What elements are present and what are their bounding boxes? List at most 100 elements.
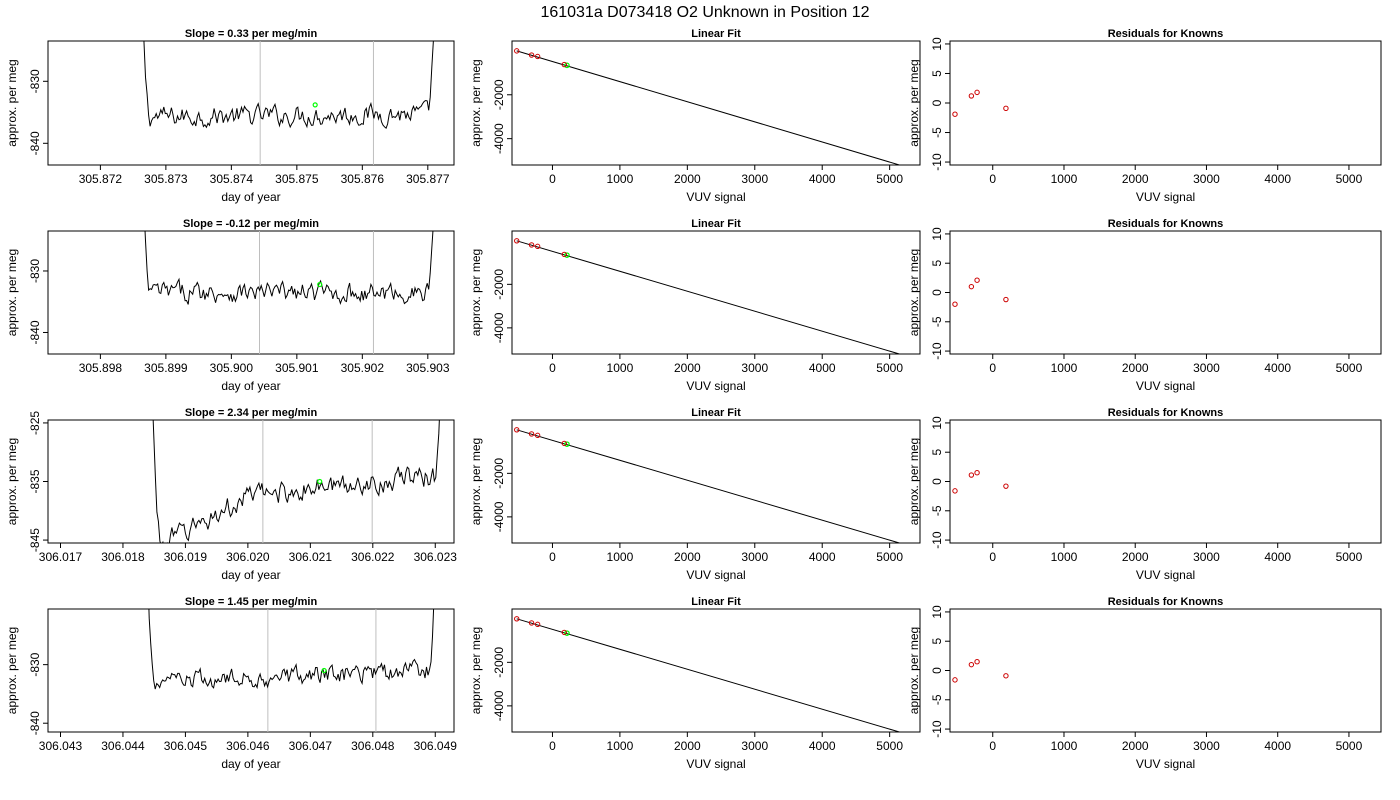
x-tick-label: 5000: [1336, 172, 1363, 186]
x-tick-label: 5000: [876, 361, 903, 375]
panel-title: Residuals for Knowns: [1108, 596, 1224, 608]
x-tick-label: 305.898: [79, 361, 123, 375]
known-point: [952, 677, 958, 683]
data-series-line: [143, 41, 434, 130]
panel-ts4: Slope = 1.45 per meg/min 306.043 306.044 30…: [5, 596, 458, 771]
unknown-point: [564, 441, 570, 447]
known-point: [561, 61, 567, 68]
known-point: [968, 661, 975, 668]
y-axis-label: approx. per meg: [5, 59, 19, 146]
y-tick-label: -4000: [492, 123, 506, 154]
figure-title: 161031a D073418 O2 Unknown in Position 1…: [540, 4, 869, 21]
plot-frame: [511, 230, 921, 355]
x-axis-label: VUV signal: [1136, 568, 1195, 582]
unknown-point: [564, 62, 570, 69]
known-point: [528, 431, 535, 437]
panel-title: Slope = 1.45 per meg/min: [185, 596, 318, 608]
plot-frame: [949, 230, 1382, 355]
data-series-line: [152, 420, 440, 543]
x-tick-label: 4000: [1264, 550, 1291, 564]
known-point: [1003, 296, 1009, 303]
x-tick-label: 2000: [1122, 550, 1149, 564]
x-tick-label: 306.046: [226, 739, 270, 753]
x-tick-label: 306.022: [351, 550, 395, 564]
panel-rs4: Residuals for Knowns 0 1000 2000 3000 4000 500…: [907, 596, 1382, 771]
plot-area: [952, 277, 1009, 307]
x-tick-label: 306.018: [101, 550, 145, 564]
panel-lf2: Linear Fit 0 1000 2000 3000 4000 5000 -2000 -400…: [469, 218, 921, 393]
known-point: [952, 488, 958, 494]
y-tick-label: 10: [930, 416, 944, 430]
known-point: [534, 432, 541, 439]
x-tick-label: 1000: [1051, 172, 1078, 186]
known-point: [1003, 483, 1009, 489]
known-point: [534, 53, 541, 60]
panel-ts3: Slope = 2.34 per meg/min 306.017 306.018 30…: [5, 407, 457, 582]
x-tick-label: 1000: [607, 739, 634, 753]
x-tick-label: 305.874: [210, 172, 254, 186]
plot-frame: [47, 230, 455, 355]
y-tick-label: -2000: [492, 79, 506, 110]
x-tick-label: 306.048: [351, 739, 395, 753]
y-tick-label: 10: [930, 37, 944, 51]
x-tick-label: 0: [989, 550, 996, 564]
unknown-sample-marker: [317, 281, 323, 288]
y-tick-label: -830: [28, 259, 42, 283]
y-tick-label: 5: [930, 70, 944, 77]
panel-title: Slope = 0.33 per meg/min: [185, 28, 318, 40]
y-tick-label: 10: [930, 605, 944, 619]
x-tick-label: 3000: [1193, 172, 1220, 186]
y-tick-label: 0: [930, 289, 944, 296]
x-tick-label: 306.044: [101, 739, 145, 753]
plot-area: [514, 48, 902, 165]
x-tick-label: 1000: [1051, 361, 1078, 375]
y-tick-label: 5: [930, 449, 944, 456]
x-tick-label: 4000: [809, 172, 836, 186]
x-tick-label: 3000: [741, 550, 768, 564]
x-tick-label: 4000: [1264, 172, 1291, 186]
x-tick-label: 306.019: [164, 550, 208, 564]
unknown-sample-marker: [321, 667, 327, 674]
x-axis-label: day of year: [221, 379, 280, 393]
x-tick-label: 306.043: [39, 739, 83, 753]
known-point: [528, 52, 535, 58]
data-series-line: [144, 231, 434, 306]
y-tick-label: -4000: [492, 690, 506, 721]
plot-frame: [949, 40, 1382, 166]
unknown-sample-marker: [312, 102, 318, 108]
y-axis-label: approx. per meg: [5, 249, 19, 336]
x-tick-label: 305.902: [341, 361, 385, 375]
y-tick-label: -840: [28, 131, 42, 155]
plot-frame: [949, 419, 1382, 544]
y-tick-label: 0: [930, 99, 944, 106]
y-tick-label: 5: [930, 638, 944, 645]
y-tick-label: -5: [930, 694, 944, 705]
known-point: [514, 48, 520, 54]
plot-frame: [949, 608, 1382, 733]
x-tick-label: 4000: [1264, 739, 1291, 753]
y-axis-label: approx. per meg: [5, 627, 19, 714]
x-tick-label: 3000: [741, 739, 768, 753]
x-tick-label: 0: [989, 739, 996, 753]
known-point: [952, 301, 958, 307]
x-axis-label: day of year: [221, 757, 280, 771]
plot-area: [152, 420, 440, 543]
x-tick-label: 0: [989, 172, 996, 186]
panel-title: Slope = 2.34 per meg/min: [185, 407, 318, 419]
known-point: [528, 620, 535, 626]
x-tick-label: 2000: [674, 361, 701, 375]
x-tick-label: 4000: [809, 550, 836, 564]
y-tick-label: -830: [28, 69, 42, 93]
x-tick-label: 4000: [1264, 361, 1291, 375]
y-axis-label: approx. per meg: [907, 627, 921, 714]
panel-title: Residuals for Knowns: [1108, 218, 1224, 230]
x-tick-label: 2000: [1122, 361, 1149, 375]
x-tick-label: 305.877: [406, 172, 450, 186]
panel-title: Linear Fit: [691, 218, 741, 230]
panel-title: Linear Fit: [691, 28, 741, 40]
x-tick-label: 5000: [876, 172, 903, 186]
x-tick-label: 5000: [876, 739, 903, 753]
x-tick-label: 306.049: [414, 739, 458, 753]
x-axis-label: VUV signal: [686, 190, 745, 204]
known-point: [514, 427, 520, 433]
